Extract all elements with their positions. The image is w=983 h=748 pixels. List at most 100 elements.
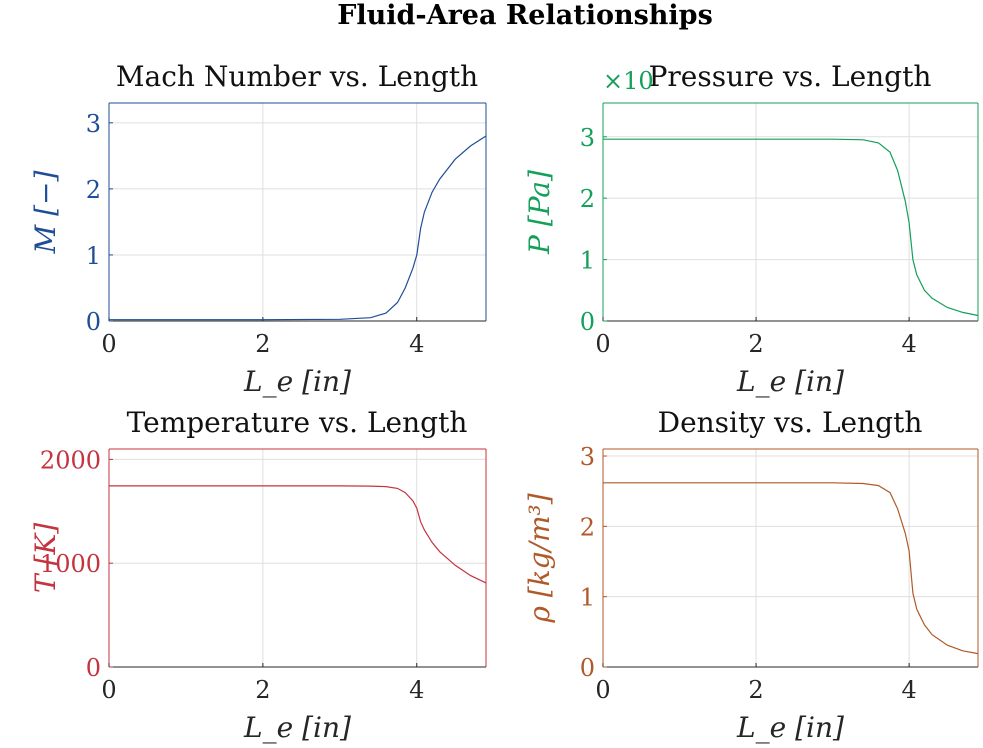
data-point — [485, 582, 486, 583]
data-point — [470, 575, 471, 576]
axis-exponent-label: ×10 — [603, 67, 654, 95]
x-tick-label: 4 — [901, 676, 916, 704]
data-point — [977, 653, 978, 654]
x-axis-label: L_e [in] — [243, 365, 351, 398]
data-point — [412, 500, 413, 501]
data-point — [185, 485, 186, 486]
data-point — [755, 139, 756, 140]
data-point — [912, 259, 913, 260]
y-axis-label: M [−] — [29, 170, 62, 254]
data-point — [977, 315, 978, 316]
data-point — [916, 609, 917, 610]
data-point — [878, 485, 879, 486]
data-point — [755, 482, 756, 483]
data-point — [432, 542, 433, 543]
data-point — [420, 521, 421, 522]
y-tick-label: 0 — [580, 654, 595, 682]
data-point — [262, 319, 263, 320]
data-point — [947, 645, 948, 646]
data-point — [897, 170, 898, 171]
data-point — [470, 145, 471, 146]
data-point — [905, 201, 906, 202]
y-tick-label: 2000 — [40, 446, 101, 474]
series-line — [109, 135, 487, 321]
data-point — [405, 492, 406, 493]
data-point — [832, 482, 833, 483]
x-tick-label: 0 — [101, 676, 116, 704]
data-point — [832, 139, 833, 140]
y-axis-label: ρ [kg/m³] — [523, 493, 556, 623]
data-point — [416, 254, 417, 255]
data-point — [185, 319, 186, 320]
data-point — [108, 319, 109, 320]
data-point — [909, 222, 910, 223]
data-point — [405, 287, 406, 288]
data-point — [863, 483, 864, 484]
data-point — [924, 290, 925, 291]
data-point — [485, 135, 486, 136]
subplot-title: Mach Number vs. Length — [116, 60, 478, 93]
data-point — [947, 307, 948, 308]
x-tick-label: 2 — [255, 330, 270, 358]
y-tick-label: 2 — [580, 185, 595, 213]
data-point — [931, 298, 932, 299]
data-point — [424, 211, 425, 212]
data-point — [897, 508, 898, 509]
data-point — [370, 317, 371, 318]
x-tick-label: 2 — [255, 676, 270, 704]
subplot-pressure: Pressure vs. Length 0 2 4 0 1 2 3 ×10 L_e [in] P … — [523, 60, 979, 398]
x-tick-label: 4 — [901, 330, 916, 358]
x-tick-label: 0 — [595, 330, 610, 358]
data-point — [878, 142, 879, 143]
x-tick-label: 2 — [748, 330, 763, 358]
data-point — [416, 508, 417, 509]
data-point — [863, 139, 864, 140]
data-point — [455, 159, 456, 160]
data-point — [905, 533, 906, 534]
subplot-title: Pressure vs. Length — [649, 60, 932, 93]
data-point — [909, 550, 910, 551]
x-tick-label: 2 — [748, 676, 763, 704]
data-point — [339, 485, 340, 486]
y-tick-label: 3 — [86, 110, 101, 138]
series-line — [603, 138, 979, 317]
data-point — [412, 268, 413, 269]
y-tick-label: 0 — [580, 308, 595, 336]
x-tick-label: 0 — [101, 330, 116, 358]
series-line — [603, 482, 979, 655]
y-tick-label: 1 — [86, 242, 101, 270]
data-point — [262, 485, 263, 486]
data-point — [912, 593, 913, 594]
series-line — [109, 485, 487, 584]
y-axis-label: P [Pa] — [523, 170, 556, 255]
subplot-density: Density vs. Length 0 2 4 0 1 2 3 L_e [in] ρ [kg/… — [523, 406, 979, 744]
y-tick-label: 1 — [580, 247, 595, 275]
x-tick-label: 4 — [409, 676, 424, 704]
data-point — [679, 139, 680, 140]
y-tick-label: 2 — [86, 176, 101, 204]
data-point — [432, 192, 433, 193]
data-point — [889, 152, 890, 153]
data-point — [385, 312, 386, 313]
data-point — [108, 485, 109, 486]
data-point — [962, 650, 963, 651]
figure-title: Fluid-Area Relationships — [337, 0, 713, 31]
data-point — [455, 565, 456, 566]
data-point — [397, 302, 398, 303]
data-point — [602, 139, 603, 140]
data-point — [931, 634, 932, 635]
data-point — [439, 178, 440, 179]
data-point — [916, 274, 917, 275]
data-point — [924, 624, 925, 625]
y-tick-label: 0 — [86, 308, 101, 336]
data-point — [602, 482, 603, 483]
y-tick-label: 1000 — [40, 550, 101, 578]
y-tick-label: 3 — [580, 443, 595, 471]
y-tick-label: 0 — [86, 654, 101, 682]
x-tick-label: 4 — [409, 330, 424, 358]
data-point — [679, 482, 680, 483]
subplot-temperature: Temperature vs. Length 0 2 4 0 1000 2000 L_e [… — [29, 406, 487, 744]
data-point — [424, 529, 425, 530]
subplot-mach: Mach Number vs. Length 0 2 4 0 1 2 3 L_e [in] M … — [29, 60, 487, 398]
